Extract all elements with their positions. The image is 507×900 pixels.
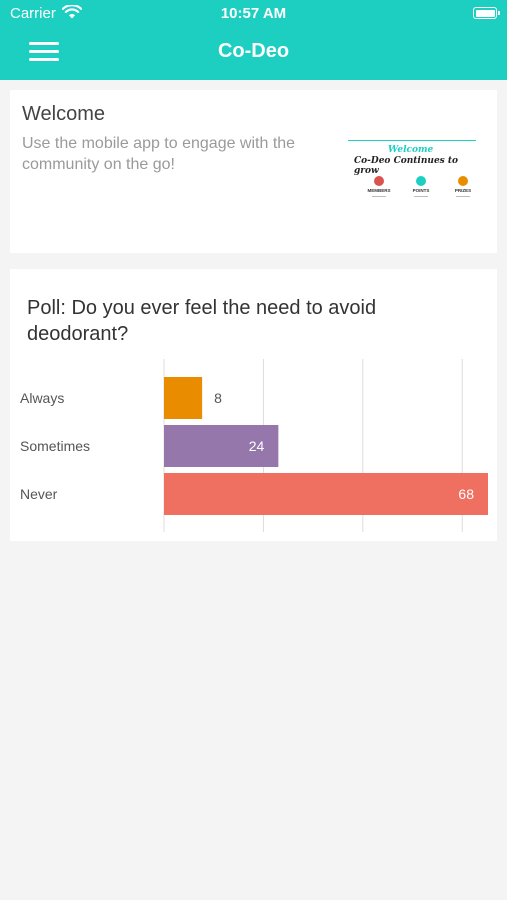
banner-heading: Welcome <box>388 145 434 155</box>
welcome-text: Use the mobile app to engage with the co… <box>22 135 296 173</box>
banner-subtitle: Co-Deo Continues to grow <box>354 156 459 176</box>
bar-sometimes <box>164 425 279 467</box>
carrier-label: Carrier <box>10 5 56 22</box>
bar-always <box>164 377 203 419</box>
members-icon <box>374 176 384 186</box>
banner-points: POINTS <box>406 176 436 197</box>
value-label: 8 <box>214 390 222 406</box>
category-label: Sometimes <box>20 438 90 454</box>
banner-prizes: PRIZES <box>448 176 478 197</box>
value-label: 68 <box>458 486 474 502</box>
poll-title: Poll: Do you ever feel the need to avoid… <box>27 297 377 345</box>
app-title: Co-Deo <box>217 40 290 62</box>
value-label: 24 <box>249 438 265 454</box>
poll-card: Poll: Do you ever feel the need to avoid… <box>10 269 497 541</box>
welcome-card: Welcome Use the mobile app to engage wit… <box>10 90 497 253</box>
diamond-icon <box>416 176 426 186</box>
medal-icon <box>458 176 468 186</box>
banner-members: MEMBERS <box>364 176 394 197</box>
poll-bar-chart: Always 8 Sometimes 24 Never 68 <box>20 359 488 532</box>
clock: 10:57 AM <box>220 5 287 22</box>
category-label: Always <box>20 390 64 406</box>
app-header: Carrier 10:57 AM Co-Deo <box>0 0 507 80</box>
welcome-title: Welcome <box>22 103 105 125</box>
bar-never <box>164 473 488 515</box>
wifi-icon <box>62 5 82 19</box>
category-label: Never <box>20 486 58 502</box>
welcome-banner-image: Welcome Co-Deo Continues to grow MEMBERS… <box>348 138 478 208</box>
hamburger-menu-icon[interactable] <box>29 42 59 62</box>
battery-icon <box>473 7 500 19</box>
status-bar: Carrier 10:57 AM <box>0 0 507 28</box>
